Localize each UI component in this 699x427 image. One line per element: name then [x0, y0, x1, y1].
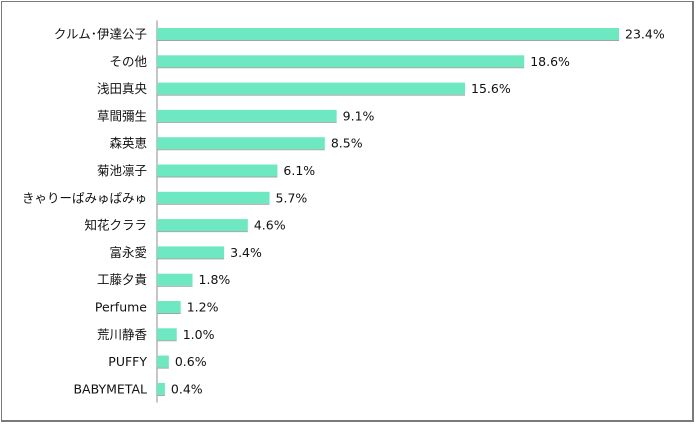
category-label: 浅田真央	[97, 81, 148, 96]
bar-chart: クルム･伊達公子その他浅田真央草間彌生森英恵菊池凛子きゃりーぱみゅぱみゅ知花クラ…	[22, 20, 665, 403]
bars-group	[157, 28, 619, 396]
value-label: 0.6%	[175, 354, 207, 369]
value-label: 9.1%	[343, 108, 375, 123]
bar	[157, 109, 337, 122]
value-label: 15.6%	[471, 81, 511, 96]
value-label: 23.4%	[625, 27, 665, 42]
bar	[157, 82, 465, 95]
bar	[157, 355, 169, 368]
value-label: 1.8%	[199, 272, 231, 287]
category-label: Perfume	[95, 300, 147, 315]
value-label: 0.4%	[171, 381, 203, 396]
category-label: 荒川静香	[97, 327, 148, 342]
category-label: 草間彌生	[97, 108, 147, 123]
value-label: 18.6%	[530, 54, 570, 69]
value-label: 1.0%	[183, 327, 215, 342]
category-label: 菊池凛子	[97, 163, 147, 178]
bar	[157, 28, 619, 40]
category-label: クルム･伊達公子	[54, 27, 147, 42]
category-label: 工藤夕貴	[97, 272, 147, 287]
bar	[157, 301, 181, 313]
category-label: BABYMETAL	[73, 381, 147, 396]
bar	[157, 328, 177, 341]
value-label: 5.7%	[276, 190, 308, 205]
value-labels: 23.4% 18.6% 15.6% 9.1% 8.5% 6.1% 5.7% 4.6% 3.4% 1…	[171, 27, 665, 397]
bar	[157, 273, 193, 286]
category-label: きゃりーぱみゅぱみゅ	[22, 190, 147, 205]
bar	[157, 382, 165, 395]
bar	[157, 137, 325, 150]
bar	[157, 246, 225, 259]
bar	[157, 55, 525, 68]
value-label: 1.2%	[187, 300, 219, 315]
value-label: 4.6%	[254, 218, 286, 233]
category-label: PUFFY	[108, 354, 147, 369]
chart-frame: クルム･伊達公子その他浅田真央草間彌生森英恵菊池凛子きゃりーぱみゅぱみゅ知花クラ…	[1, 1, 694, 422]
category-label: 知花クララ	[84, 218, 147, 233]
value-label: 8.5%	[331, 136, 363, 151]
bar	[157, 164, 278, 177]
value-label: 3.4%	[230, 245, 262, 260]
category-label: 森英恵	[109, 136, 147, 151]
value-label: 6.1%	[283, 163, 315, 178]
category-label: 富永愛	[109, 245, 147, 260]
category-labels: クルム･伊達公子その他浅田真央草間彌生森英恵菊池凛子きゃりーぱみゅぱみゅ知花クラ…	[22, 27, 148, 397]
category-label: その他	[109, 54, 147, 69]
bar	[157, 219, 248, 232]
bar	[157, 191, 270, 204]
